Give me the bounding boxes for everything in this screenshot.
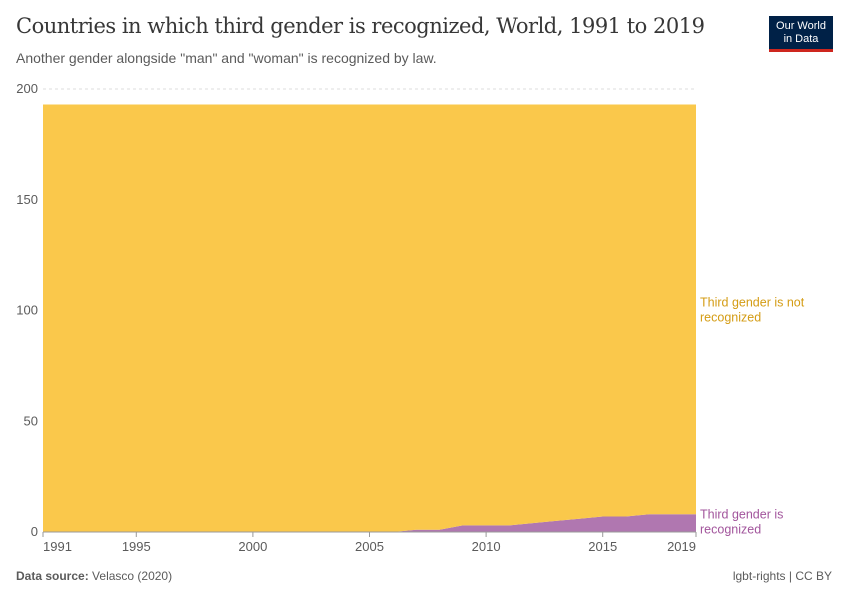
series-label: recognized [700, 310, 761, 324]
x-tick-label: 1991 [43, 539, 72, 554]
series-label: Third gender is [700, 507, 783, 521]
y-tick-label: 0 [31, 524, 38, 539]
y-tick-label: 150 [16, 192, 38, 207]
owid-logo[interactable]: Our World in Data [769, 16, 833, 52]
y-tick-label: 50 [24, 413, 38, 428]
area-series-1 [43, 104, 696, 532]
y-tick-label: 200 [16, 81, 38, 96]
license[interactable]: lgbt-rights | CC BY [732, 569, 832, 583]
x-tick-label: 2000 [238, 539, 267, 554]
data-source: Data source: Velasco (2020) [16, 569, 172, 583]
x-tick-label: 1995 [122, 539, 151, 554]
source-label: Data source: [16, 569, 89, 583]
logo-line-2: in Data [783, 33, 819, 45]
x-tick-label: 2015 [588, 539, 617, 554]
x-tick-label: 2005 [355, 539, 384, 554]
chart-subtitle: Another gender alongside "man" and "woma… [16, 50, 437, 66]
x-tick-label: 2010 [472, 539, 501, 554]
x-tick-label: 2019 [667, 539, 696, 554]
logo-line-1: Our World [776, 20, 826, 32]
chart-title: Countries in which third gender is recog… [16, 14, 705, 38]
y-tick-label: 100 [16, 303, 38, 318]
series-label: recognized [700, 522, 761, 536]
area-series-0 [43, 514, 696, 532]
series-label: Third gender is not [700, 295, 805, 309]
source-link[interactable]: Velasco (2020) [92, 569, 173, 583]
